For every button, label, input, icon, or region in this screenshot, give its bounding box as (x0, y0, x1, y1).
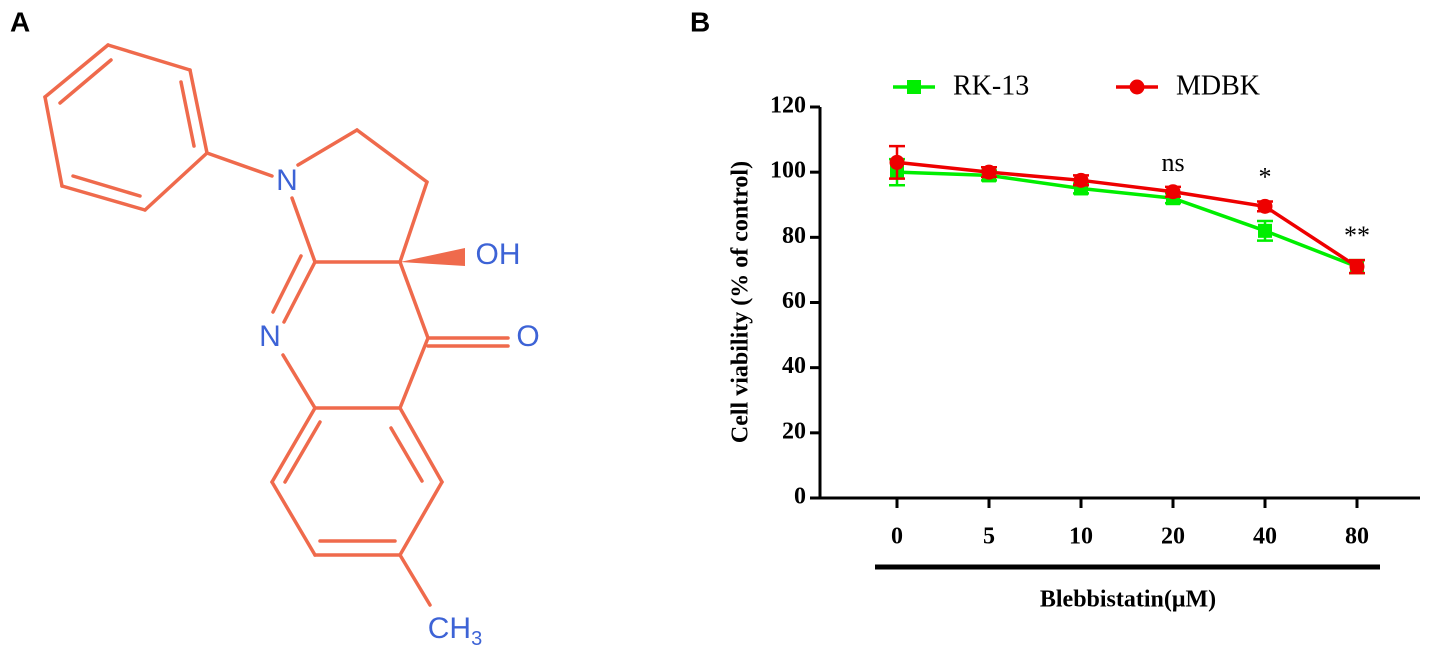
y-axis-title: Cell viability (% of control) (728, 161, 754, 443)
legend-marker (1129, 79, 1145, 95)
y-tick-label: 80 (782, 223, 806, 249)
series-line (896, 170, 1358, 269)
y-tick-label: 120 (770, 93, 806, 119)
marker (1349, 259, 1365, 275)
atom-label: CH3 (428, 612, 482, 650)
annotation: ** (1344, 221, 1370, 250)
marker (981, 164, 997, 180)
x-tick-label: 40 (1253, 524, 1277, 550)
legend-label: RK-13 (953, 70, 1029, 101)
marker (1073, 172, 1089, 188)
x-tick-label: 80 (1345, 524, 1369, 550)
marker (1258, 223, 1272, 238)
panel-label: A (10, 6, 30, 37)
atom-label: OH (476, 238, 521, 271)
legend-marker (907, 80, 921, 94)
x-tick-label: 5 (983, 524, 995, 550)
y-tick-label: 40 (782, 353, 806, 379)
annotation: * (1259, 162, 1272, 191)
y-tick-label: 20 (782, 418, 806, 444)
x-tick-label: 0 (891, 524, 903, 550)
x-tick-label: 10 (1069, 524, 1093, 550)
panel-label: B (690, 6, 710, 37)
atom-label: O (516, 320, 539, 353)
x-axis-title: Blebbistatin(μM) (1040, 587, 1216, 613)
chart: 0 20 40 60 80 100 120 0 5 10 20 40 80 Blebbistatin(μM… (728, 70, 1420, 613)
y-tick-label: 0 (794, 484, 806, 510)
x-tick-label: 20 (1161, 524, 1185, 550)
molecule (43, 43, 510, 607)
marker (1165, 184, 1181, 200)
series-line (896, 160, 1358, 269)
y-tick-label: 60 (782, 288, 806, 314)
atom-label: N (259, 320, 281, 353)
atom-sub: 3 (471, 628, 482, 650)
atom-label: N (276, 164, 298, 197)
marker (1257, 198, 1273, 214)
atom-main: CH (428, 612, 471, 645)
legend-label: MDBK (1176, 70, 1260, 101)
y-tick-label: 100 (770, 158, 806, 184)
marker (889, 154, 905, 170)
annotation: ns (1161, 148, 1184, 177)
